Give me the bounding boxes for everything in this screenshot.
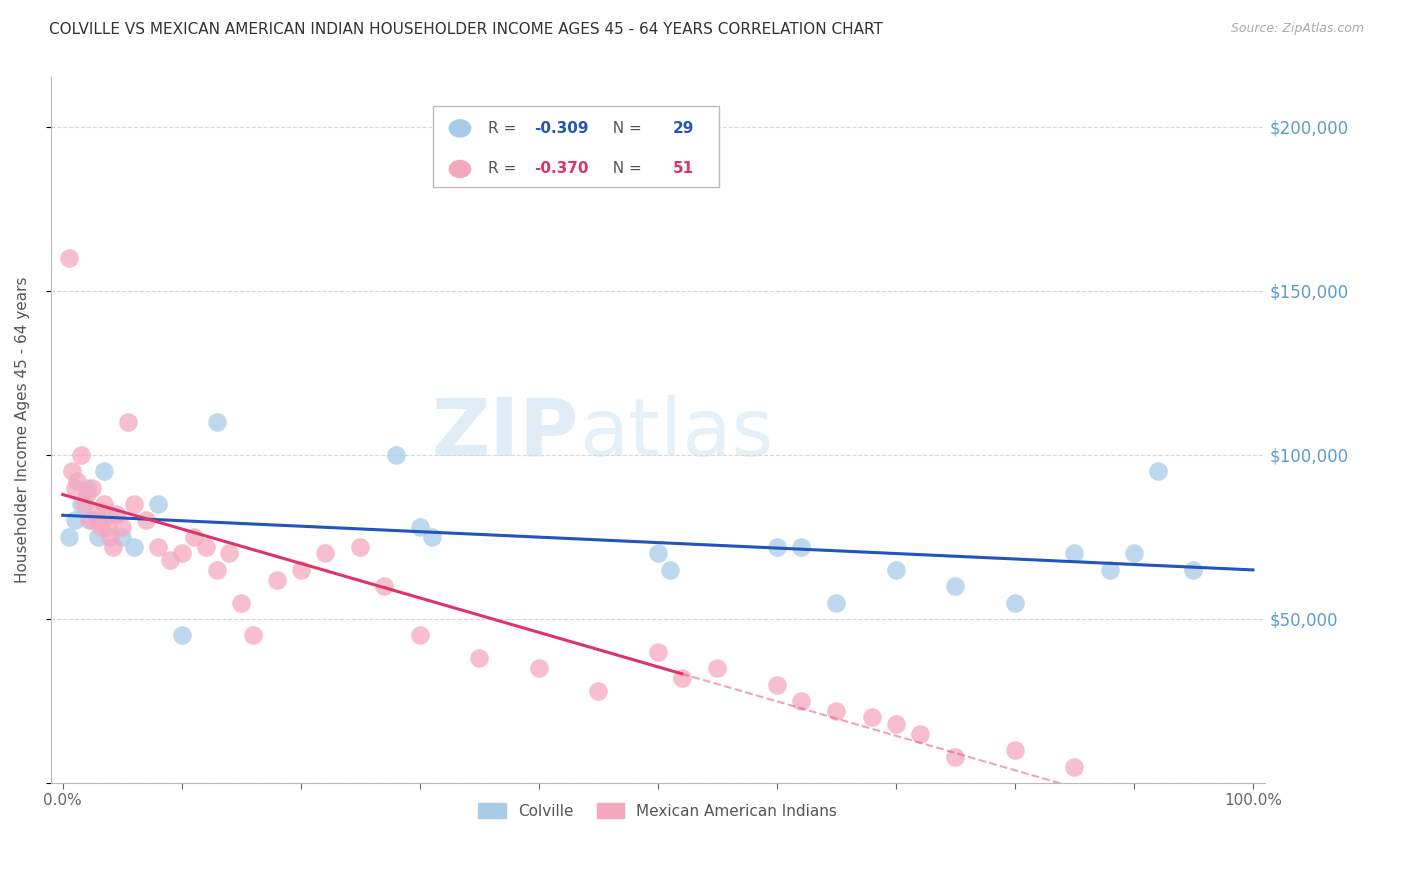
Point: [183, 530, 205, 544]
Point: [385, 448, 408, 462]
Point: [98, 530, 121, 544]
Point: [1063, 759, 1085, 773]
Point: [82, 481, 104, 495]
Point: [76, 481, 98, 495]
Point: [105, 507, 128, 521]
Point: [860, 710, 883, 724]
Ellipse shape: [450, 161, 471, 178]
Point: [349, 540, 371, 554]
Point: [884, 563, 907, 577]
Text: -0.370: -0.370: [534, 161, 589, 177]
Point: [101, 540, 124, 554]
FancyBboxPatch shape: [433, 105, 718, 186]
Point: [122, 540, 145, 554]
Point: [825, 704, 848, 718]
Legend: Colville, Mexican American Indians: Colville, Mexican American Indians: [472, 797, 844, 825]
Point: [789, 540, 811, 554]
Point: [58, 530, 80, 544]
Point: [135, 514, 157, 528]
Y-axis label: Householder Income Ages 45 - 64 years: Householder Income Ages 45 - 64 years: [15, 277, 30, 583]
Point: [945, 749, 967, 764]
Point: [647, 546, 669, 560]
Point: [908, 727, 931, 741]
Point: [231, 595, 253, 609]
Point: [1063, 546, 1085, 560]
Point: [63, 481, 86, 495]
Point: [1099, 563, 1122, 577]
Point: [93, 497, 115, 511]
Point: [314, 546, 336, 560]
Point: [87, 514, 110, 528]
Point: [111, 530, 134, 544]
Point: [420, 530, 443, 544]
Text: N =: N =: [603, 121, 647, 136]
Point: [90, 520, 112, 534]
Point: [98, 507, 121, 521]
Point: [242, 628, 264, 642]
Text: Source: ZipAtlas.com: Source: ZipAtlas.com: [1230, 22, 1364, 36]
Point: [87, 530, 110, 544]
Text: ZIP: ZIP: [432, 395, 579, 473]
Point: [194, 540, 217, 554]
Point: [77, 514, 100, 528]
Point: [945, 579, 967, 593]
Point: [1146, 464, 1168, 478]
Point: [218, 546, 240, 560]
Point: [1122, 546, 1144, 560]
Point: [766, 677, 789, 691]
Point: [1004, 743, 1026, 757]
Point: [373, 579, 395, 593]
Point: [207, 563, 229, 577]
Point: [1004, 595, 1026, 609]
Point: [409, 628, 432, 642]
Point: [207, 415, 229, 429]
Text: -0.309: -0.309: [534, 121, 589, 136]
Point: [58, 251, 80, 265]
Point: [60, 464, 83, 478]
Point: [111, 520, 134, 534]
Point: [766, 540, 789, 554]
Point: [159, 553, 181, 567]
Point: [671, 671, 693, 685]
Point: [97, 520, 120, 534]
Text: R =: R =: [488, 161, 522, 177]
Point: [117, 415, 139, 429]
Point: [825, 595, 848, 609]
Point: [588, 684, 610, 698]
Text: atlas: atlas: [579, 395, 773, 473]
Point: [658, 563, 681, 577]
Point: [170, 546, 193, 560]
Point: [884, 717, 907, 731]
Point: [93, 464, 115, 478]
Text: 29: 29: [672, 121, 693, 136]
Point: [789, 694, 811, 708]
Point: [706, 661, 728, 675]
Point: [647, 645, 669, 659]
Point: [69, 497, 91, 511]
Point: [1182, 563, 1205, 577]
Point: [468, 651, 491, 665]
Point: [73, 497, 96, 511]
Point: [170, 628, 193, 642]
Text: R =: R =: [488, 121, 522, 136]
Point: [76, 487, 98, 501]
Point: [66, 474, 89, 488]
Point: [63, 514, 86, 528]
Point: [290, 563, 312, 577]
Text: N =: N =: [603, 161, 647, 177]
Text: 51: 51: [672, 161, 693, 177]
Point: [69, 448, 91, 462]
Point: [146, 540, 169, 554]
Text: COLVILLE VS MEXICAN AMERICAN INDIAN HOUSEHOLDER INCOME AGES 45 - 64 YEARS CORREL: COLVILLE VS MEXICAN AMERICAN INDIAN HOUS…: [49, 22, 883, 37]
Point: [146, 497, 169, 511]
Point: [409, 520, 432, 534]
Point: [527, 661, 550, 675]
Point: [122, 497, 145, 511]
Point: [266, 573, 288, 587]
Point: [82, 514, 104, 528]
Ellipse shape: [450, 120, 471, 137]
Point: [84, 507, 107, 521]
